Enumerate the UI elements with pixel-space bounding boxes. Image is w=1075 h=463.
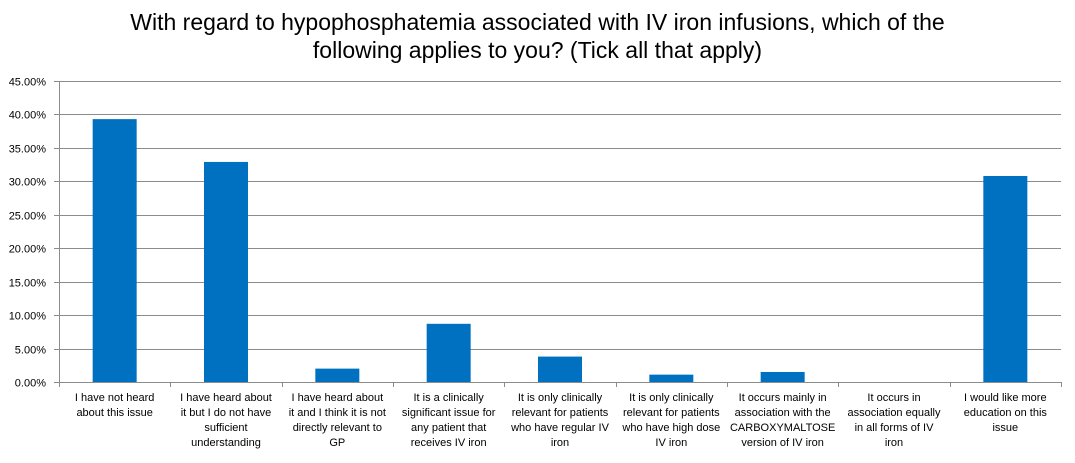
x-category-label-line: iron bbox=[884, 437, 904, 449]
y-tick-label: 30.00% bbox=[9, 177, 47, 189]
x-category-label-line: who have regular IV bbox=[511, 422, 609, 434]
chart-title-line-1: With regard to hypophosphatemia associat… bbox=[130, 9, 945, 35]
x-category-label-line: It is only clinically bbox=[629, 392, 714, 404]
x-category-label: I have not heard about this issue bbox=[59, 391, 170, 421]
x-category-label-line: it and I think it is not bbox=[288, 407, 386, 419]
x-category-label-line: it but I do not have bbox=[180, 407, 272, 419]
x-category-label-line: I have heard about bbox=[180, 392, 272, 404]
y-tick-label: 35.00% bbox=[9, 144, 47, 156]
y-tick-label: 10.00% bbox=[9, 311, 47, 323]
y-tick-label: 45.00% bbox=[9, 77, 47, 89]
bars bbox=[92, 119, 1028, 383]
x-category-label-line: GP bbox=[329, 437, 346, 449]
x-category-label-line: significant issue for bbox=[401, 407, 496, 419]
x-category-label: I would like more education on this issue bbox=[950, 391, 1061, 436]
y-axis-ticks: 0.00% 5.00% 10.00% 15.00% 20.00% 25.00% 30.00%… bbox=[9, 77, 59, 390]
x-category-label-line: relevant for patients bbox=[623, 407, 720, 419]
x-category-label: It occurs in association equally in all fo… bbox=[839, 391, 950, 451]
chart-title: With regard to hypophosphatemia associat… bbox=[0, 8, 1075, 64]
x-category-label-line: any patient that bbox=[411, 422, 487, 434]
x-category-label: I have heard about it but I do not have su… bbox=[171, 391, 282, 451]
y-tick-label: 25.00% bbox=[9, 211, 47, 223]
axes bbox=[59, 81, 1062, 387]
bar bbox=[92, 119, 137, 383]
x-category-label-line: in all forms of IV bbox=[854, 422, 934, 434]
bar bbox=[426, 323, 471, 382]
x-category-label-line: I have not heard bbox=[74, 392, 155, 404]
y-tick-label: 15.00% bbox=[9, 278, 47, 290]
x-category-label-line: It occurs mainly in bbox=[738, 392, 827, 404]
x-category-label: It is only clinically relevant for patien… bbox=[616, 391, 727, 451]
x-category-label-line: It is only clinically bbox=[517, 392, 603, 404]
x-category-label-line: I would like more bbox=[964, 392, 1047, 404]
x-category-label-line: sufficient bbox=[204, 422, 248, 434]
x-category-label-line: It occurs in bbox=[867, 392, 921, 404]
y-tick-label: 40.00% bbox=[9, 110, 47, 122]
x-category-label-line: IV iron bbox=[655, 437, 688, 449]
chart-title-line-2: following applies to you? (Tick all that… bbox=[312, 37, 763, 63]
bar bbox=[983, 175, 1028, 382]
y-tick-label: 0.00% bbox=[15, 378, 46, 390]
x-category-label-line: understanding bbox=[191, 437, 261, 449]
x-category-label: I have heard about it and I think it is n… bbox=[282, 391, 393, 451]
y-tick-label: 5.00% bbox=[15, 345, 46, 357]
x-category-label-line: CARBOXYMALTOSE bbox=[729, 422, 836, 434]
x-category-label-line: about this issue bbox=[76, 407, 153, 419]
x-category-label-line: iron bbox=[550, 437, 570, 449]
y-tick-label: 20.00% bbox=[9, 244, 47, 256]
bar bbox=[649, 374, 694, 382]
bar bbox=[760, 371, 805, 382]
x-category-label: It occurs mainly in association with the C… bbox=[727, 391, 838, 451]
x-category-label: It is a clinically significant issue for a… bbox=[393, 391, 504, 451]
x-category-label-line: relevant for patients bbox=[511, 407, 609, 419]
x-category-label-line: I have heard about bbox=[291, 392, 384, 404]
bar bbox=[204, 161, 248, 382]
x-category-label-line: version of IV iron bbox=[741, 437, 824, 449]
x-category-label: It is only clinically relevant for patien… bbox=[505, 391, 616, 451]
x-category-label-line: directly relevant to bbox=[292, 422, 382, 434]
x-category-label-line: It is a clinically bbox=[413, 392, 484, 404]
x-category-label-line: issue bbox=[992, 422, 1019, 434]
x-category-label-line: association equally bbox=[847, 407, 941, 419]
x-category-label-line: association with the bbox=[734, 407, 831, 419]
x-category-label-line: who have high dose bbox=[622, 422, 721, 434]
x-category-label-line: receives IV iron bbox=[410, 437, 487, 449]
bar bbox=[315, 368, 360, 382]
bar bbox=[538, 356, 582, 382]
x-category-label-line: education on this bbox=[963, 407, 1047, 419]
